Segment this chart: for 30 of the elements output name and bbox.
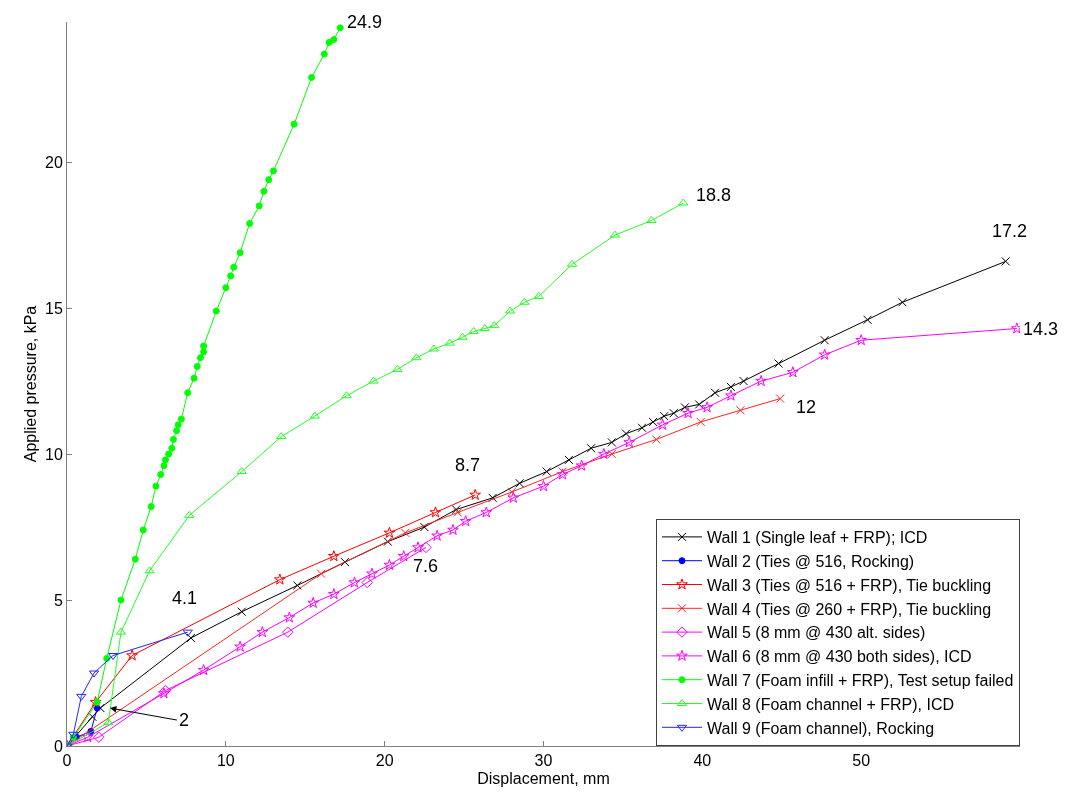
annotation: 7.6 [413, 556, 439, 576]
legend-label: Wall 9 (Foam channel), Rocking [707, 719, 935, 737]
x-tick-label: 20 [375, 752, 394, 770]
x-tick-label: 40 [693, 752, 712, 770]
y-tick-label: 20 [45, 153, 63, 171]
annotation: 2 [179, 710, 190, 730]
x-tick-label: 30 [534, 752, 553, 770]
legend-label: Wall 3 (Ties @ 516 + FRP), Tie buckling [707, 576, 992, 594]
annotation: 8.7 [455, 455, 481, 475]
annotation: 17.2 [992, 221, 1028, 241]
legend-label: Wall 8 (Foam channel + FRP), ICD [707, 695, 955, 713]
legend-label: Wall 6 (8 mm @ 430 both sides), ICD [707, 648, 972, 666]
y-tick-label: 15 [45, 299, 63, 317]
annotation: 24.9 [347, 12, 383, 32]
legend-label: Wall 5 (8 mm @ 430 alt. sides) [707, 624, 926, 642]
legend-label: Wall 1 (Single leaf + FRP); ICD [707, 529, 928, 547]
legend-label: Wall 7 (Foam infill + FRP), Test setup failed [707, 671, 1014, 689]
annotation: 4.1 [172, 588, 198, 608]
x-tick-label: 10 [216, 752, 235, 770]
legend-label: Wall 2 (Ties @ 516, Rocking) [707, 552, 915, 570]
legend-label: Wall 4 (Ties @ 260 + FRP), Tie buckling [707, 600, 992, 618]
x-tick-label: 50 [852, 752, 871, 770]
annotation: 18.8 [696, 185, 732, 205]
y-tick-label: 10 [45, 445, 63, 463]
x-axis-title: Displacement, mm [477, 769, 610, 787]
annotation: 14.3 [1023, 319, 1059, 339]
y-axis-title: Applied pressure, kPa [21, 305, 39, 463]
y-tick-label: 0 [53, 737, 63, 755]
y-tick-label: 5 [53, 591, 63, 609]
annotation: 12 [796, 397, 817, 417]
